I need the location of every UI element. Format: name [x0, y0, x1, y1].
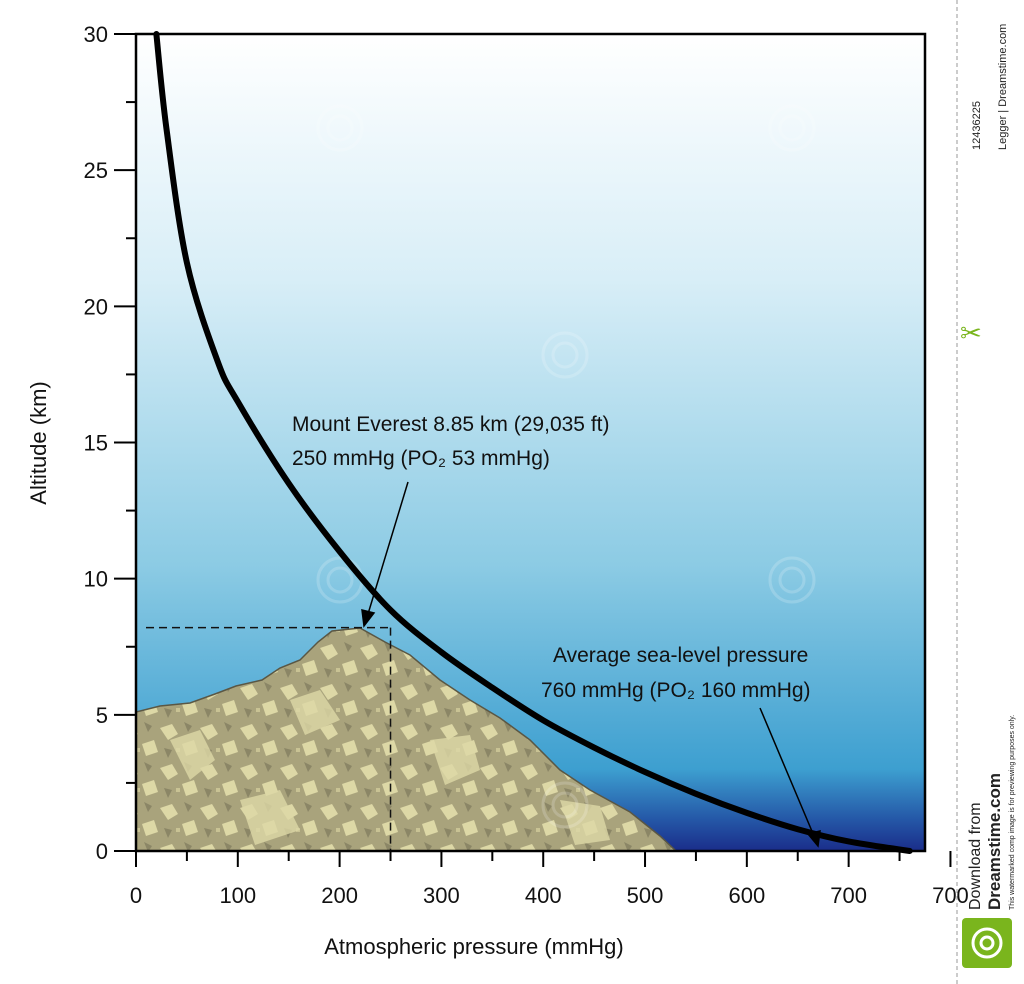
pressure-altitude-curve: [153, 31, 913, 854]
mountain-illustration: [136, 627, 678, 851]
dreamstime-sidebar: 12436225 Legger | Dreamstime.com ✂ Downl…: [956, 0, 1016, 984]
y-tick-label: 0: [96, 839, 108, 864]
x-tick-label: 600: [728, 883, 765, 908]
annotation-everest-line2: 250 mmHg (PO₂ 53 mmHg): [292, 447, 550, 470]
x-axis: 0 100 200 300 400 500 600 700 700: [130, 851, 969, 908]
annotation-everest-line1: Mount Everest 8.85 km (29,035 ft): [292, 413, 609, 436]
y-tick-label: 25: [84, 158, 108, 183]
y-axis-title: Altitude (km): [26, 381, 51, 504]
annotation-sealevel-line2: 760 mmHg (PO₂ 160 mmHg): [541, 679, 811, 702]
y-tick-label: 10: [84, 567, 108, 592]
y-tick-label: 5: [96, 703, 108, 728]
y-tick-label: 30: [84, 22, 108, 47]
x-tick-label: 400: [525, 883, 562, 908]
x-tick-label: 200: [321, 883, 358, 908]
x-tick-label: 100: [219, 883, 256, 908]
x-tick-label: 700: [830, 883, 867, 908]
everest-arrow: [367, 481, 409, 615]
dreamstime-logo-icon: [962, 918, 1012, 968]
y-tick-label: 15: [84, 431, 108, 456]
annotation-arrows: [361, 481, 821, 848]
x-tick-label: 300: [423, 883, 460, 908]
scissors-icon: ✂: [960, 318, 982, 348]
sealevel-arrow: [759, 707, 815, 837]
sidebar-id: 12436225: [971, 101, 983, 150]
x-tick-label: 700: [932, 883, 969, 908]
sidebar-brand: Dreamstime.com: [985, 773, 1004, 910]
sidebar-credit: Legger | Dreamstime.com: [997, 24, 1009, 150]
sidebar-download: Download from: [967, 802, 984, 910]
x-tick-label: 0: [130, 883, 142, 908]
annotation-sealevel-line1: Average sea-level pressure: [553, 644, 808, 667]
x-axis-title: Atmospheric pressure (mmHg): [324, 934, 624, 959]
x-tick-label: 500: [627, 883, 664, 908]
y-tick-label: 20: [84, 294, 108, 319]
sidebar-notice: This watermarked comp image is for previ…: [1009, 715, 1016, 910]
y-axis: 0 5 10 15 20 25 30: [84, 22, 136, 864]
everest-arrowhead: [361, 609, 376, 628]
sealevel-arrowhead: [806, 830, 821, 848]
series-layer: [146, 31, 913, 854]
